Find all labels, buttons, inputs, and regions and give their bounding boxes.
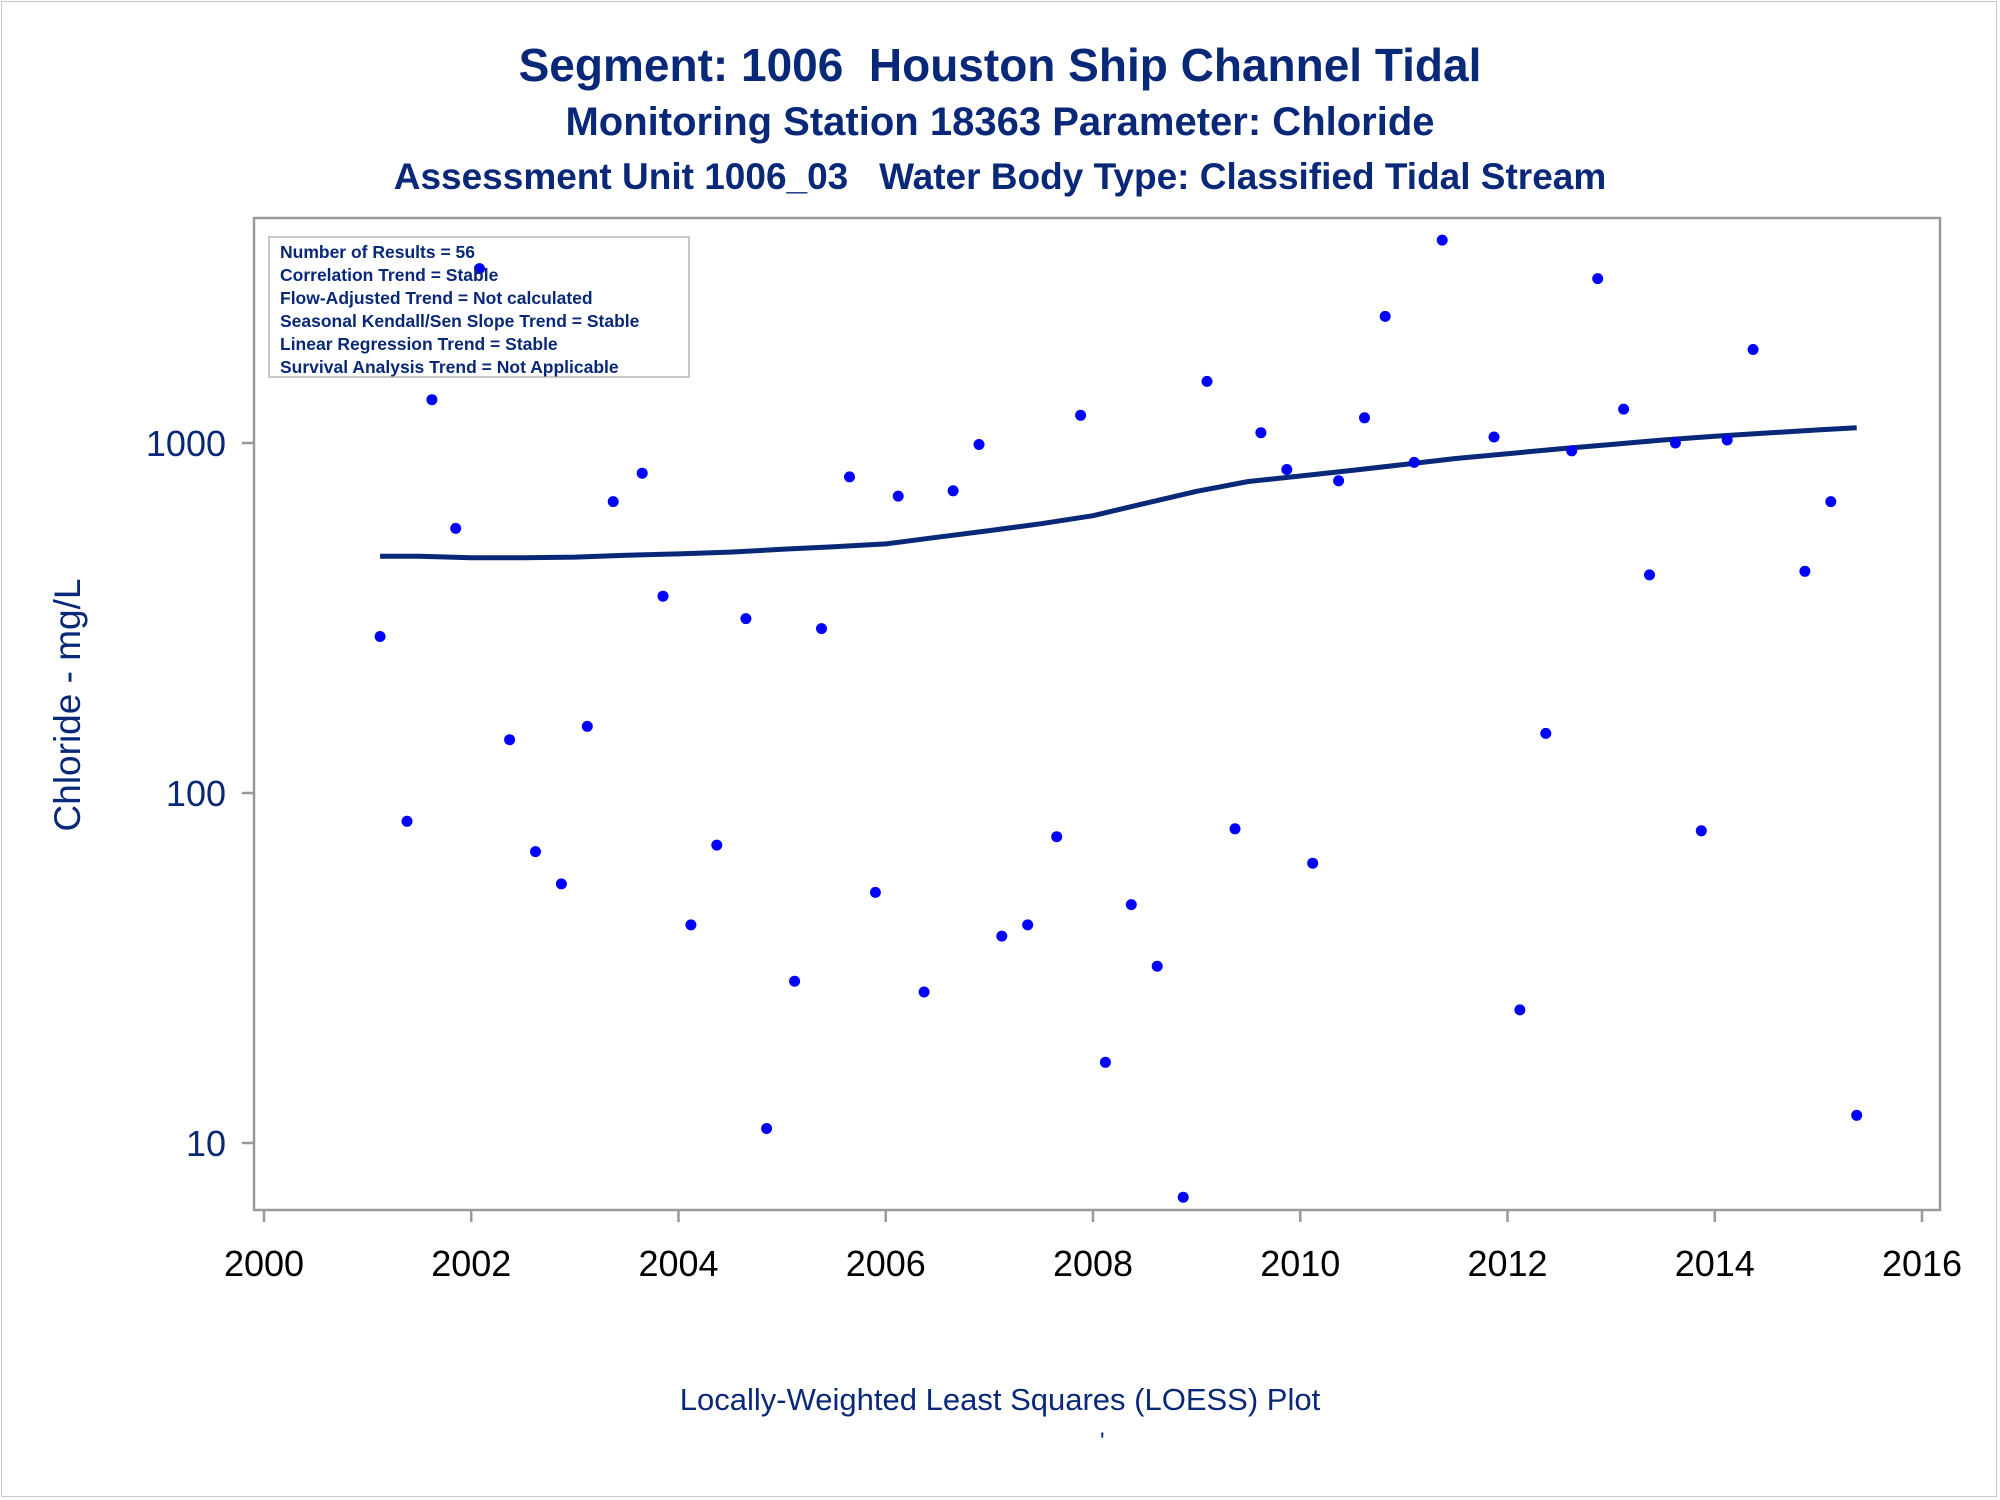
data-point: [1075, 409, 1087, 421]
data-point: [1177, 1191, 1189, 1203]
data-point: [1592, 273, 1604, 285]
chart-subtitle-assessment: Assessment Unit 1006_03 Water Body Type:…: [393, 156, 1607, 197]
data-point: [761, 1123, 773, 1134]
data-point: [555, 878, 567, 890]
trend-info-box: Number of Results = 56 Correlation Trend …: [268, 236, 690, 378]
data-point: [1436, 234, 1448, 246]
data-point: [1799, 565, 1811, 577]
data-points-group: [374, 234, 1863, 1203]
data-point: [892, 490, 904, 502]
y-tick-label: 1000: [146, 423, 226, 464]
x-tick-label: 2010: [1260, 1243, 1340, 1284]
info-box-line: Number of Results = 56: [280, 242, 475, 262]
data-point: [1201, 375, 1213, 387]
data-point: [1695, 825, 1707, 837]
data-point: [918, 986, 930, 998]
data-point: [450, 522, 462, 534]
info-box-line: Flow-Adjusted Trend = Not calculated: [280, 288, 593, 308]
x-tick-label: 2016: [1882, 1243, 1962, 1284]
data-point: [374, 631, 386, 642]
x-tick-label: 2004: [638, 1243, 718, 1284]
data-point: [1099, 1056, 1111, 1068]
data-point: [1644, 569, 1655, 581]
data-point: [711, 839, 723, 851]
data-point: [1359, 412, 1370, 424]
info-box-line: Seasonal Kendall/Sen Slope Trend = Stabl…: [280, 311, 640, 331]
data-point: [1125, 899, 1137, 911]
data-point: [401, 815, 413, 827]
data-point: [1747, 344, 1759, 355]
data-point: [1618, 403, 1630, 415]
loess-line-group: [380, 425, 1857, 561]
data-point: [657, 590, 669, 602]
data-point: [1851, 1109, 1863, 1121]
data-point: [607, 496, 619, 508]
chart-title: Segment: 1006 Houston Ship Channel Tidal: [518, 39, 1482, 91]
data-point: [530, 846, 541, 858]
info-box-line: Correlation Trend = Stable: [280, 265, 499, 285]
data-point: [1255, 427, 1267, 439]
data-point: [685, 919, 697, 931]
footnote-mark: ': [1100, 1428, 1105, 1455]
y-axis-label: Chloride - mg/L: [47, 579, 88, 832]
data-point: [973, 439, 985, 450]
footnote: Locally-Weighted Least Squares (LOESS) P…: [679, 1382, 1321, 1417]
data-point: [789, 975, 801, 987]
y-tick-label: 10: [186, 1123, 226, 1164]
data-point: [1022, 919, 1034, 931]
x-tick-label: 2006: [846, 1243, 926, 1284]
loess-line: [380, 425, 1857, 561]
data-point: [581, 720, 593, 732]
plot-area: [252, 216, 1942, 1212]
data-point: [1379, 310, 1391, 322]
data-point: [1333, 475, 1345, 487]
data-point: [1488, 431, 1500, 443]
data-point: [740, 613, 752, 625]
info-box-line: Survival Analysis Trend = Not Applicable: [280, 357, 619, 377]
data-point: [1307, 857, 1319, 869]
data-point: [947, 485, 959, 497]
data-point: [869, 886, 881, 898]
data-point: [1408, 456, 1420, 468]
data-point: [1566, 445, 1578, 457]
data-point: [816, 623, 827, 635]
data-point: [844, 471, 855, 483]
data-point: [1514, 1004, 1526, 1016]
data-point: [1229, 823, 1241, 835]
x-tick-label: 2002: [431, 1243, 511, 1284]
data-point: [1669, 437, 1681, 449]
chart-subtitle-station: Monitoring Station 18363 Parameter: Chlo…: [565, 100, 1435, 144]
x-tick-label: 2014: [1675, 1243, 1755, 1284]
info-box-line: Linear Regression Trend = Stable: [280, 334, 558, 354]
data-point: [996, 930, 1008, 942]
data-point: [474, 263, 485, 275]
data-point: [1151, 960, 1163, 972]
data-point: [426, 394, 438, 406]
data-point: [636, 467, 648, 479]
x-tick-label: 2008: [1053, 1243, 1133, 1284]
x-tick-label: 2012: [1467, 1243, 1547, 1284]
data-point: [504, 734, 516, 746]
data-point: [1721, 434, 1733, 446]
x-axis: 2000 2002 2004 2006 2008 2010 2012 2014 2016: [224, 1210, 1962, 1284]
y-axis: 10 100 1000: [146, 423, 254, 1164]
data-point: [1825, 496, 1837, 508]
data-point: [1540, 727, 1552, 739]
data-point: [1281, 464, 1293, 475]
y-tick-label: 100: [166, 773, 226, 814]
data-point: [1051, 831, 1063, 843]
x-tick-label: 2000: [224, 1243, 304, 1284]
